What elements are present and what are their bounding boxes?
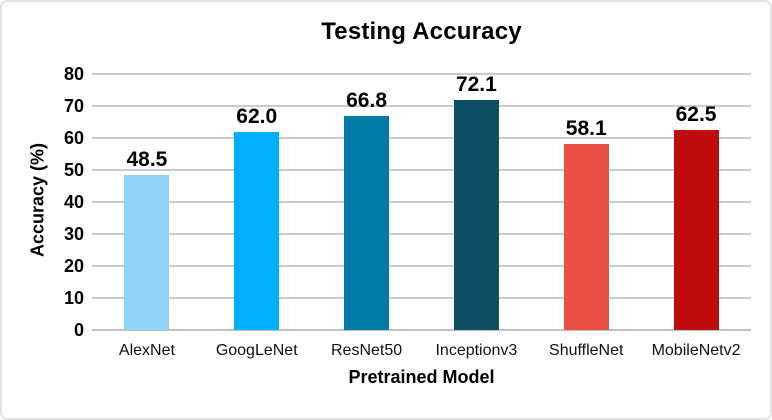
gridline <box>92 233 751 235</box>
bars-row: 48.5 62.0 66.8 72.1 58.1 62.5 <box>92 74 751 330</box>
bar <box>234 131 280 330</box>
gridline <box>92 169 751 171</box>
bar-group: 62.0 <box>202 74 312 330</box>
bar <box>453 100 499 330</box>
bar-group: 62.5 <box>641 74 751 330</box>
y-tick-label: 10 <box>63 288 84 308</box>
bar-value-label: 48.5 <box>126 147 168 171</box>
bar-group: 58.1 <box>531 74 641 330</box>
gridline <box>92 265 751 267</box>
y-tick-label: 30 <box>63 224 84 244</box>
y-tick-label: 40 <box>63 192 84 212</box>
bar-value-label: 66.8 <box>346 89 387 113</box>
x-category-label: MobileNetv2 <box>651 342 741 359</box>
y-tick-label: 50 <box>63 160 84 180</box>
bar-group: 72.1 <box>421 74 531 330</box>
gridline <box>92 105 751 107</box>
bar-value-label: 62.5 <box>675 103 717 126</box>
x-category-label: ShuffleNet <box>549 342 624 359</box>
plot-area: 48.5 62.0 66.8 72.1 58.1 62.5 <box>92 73 751 331</box>
bar-value-label: 62.0 <box>236 104 278 128</box>
y-tick-label: 0 <box>73 320 84 340</box>
x-category-label: AlexNet <box>118 342 175 359</box>
x-category-label: ResNet50 <box>330 342 403 359</box>
gridline <box>92 297 751 299</box>
bar <box>673 130 719 330</box>
bar-group: 48.5 <box>92 74 202 330</box>
y-tick-label: 70 <box>63 96 84 116</box>
gridline <box>92 137 751 139</box>
x-axis-line <box>92 329 751 331</box>
y-axis-ticks: 80 70 60 50 40 30 20 10 0 <box>2 65 84 339</box>
gridline <box>92 201 751 203</box>
bar <box>563 144 609 330</box>
y-tick-label: 60 <box>63 128 84 148</box>
gridline <box>92 73 751 75</box>
x-axis-labels: AlexNet GoogLeNet ResNet50 Inceptionv3 Shuff… <box>92 342 751 360</box>
bar-value-label: 58.1 <box>565 117 607 141</box>
bar <box>124 174 170 330</box>
y-tick-label: 20 <box>63 256 84 276</box>
y-tick-label: 80 <box>63 64 84 84</box>
bar-value-label: 72.1 <box>455 73 497 96</box>
bar-group: 66.8 <box>312 74 422 330</box>
x-axis-title: Pretrained Model <box>348 367 495 387</box>
x-category-label: GoogLeNet <box>215 342 298 359</box>
bar <box>344 116 390 330</box>
chart-title: Testing Accuracy <box>321 18 522 45</box>
x-category-label: Inceptionv3 <box>435 342 518 359</box>
